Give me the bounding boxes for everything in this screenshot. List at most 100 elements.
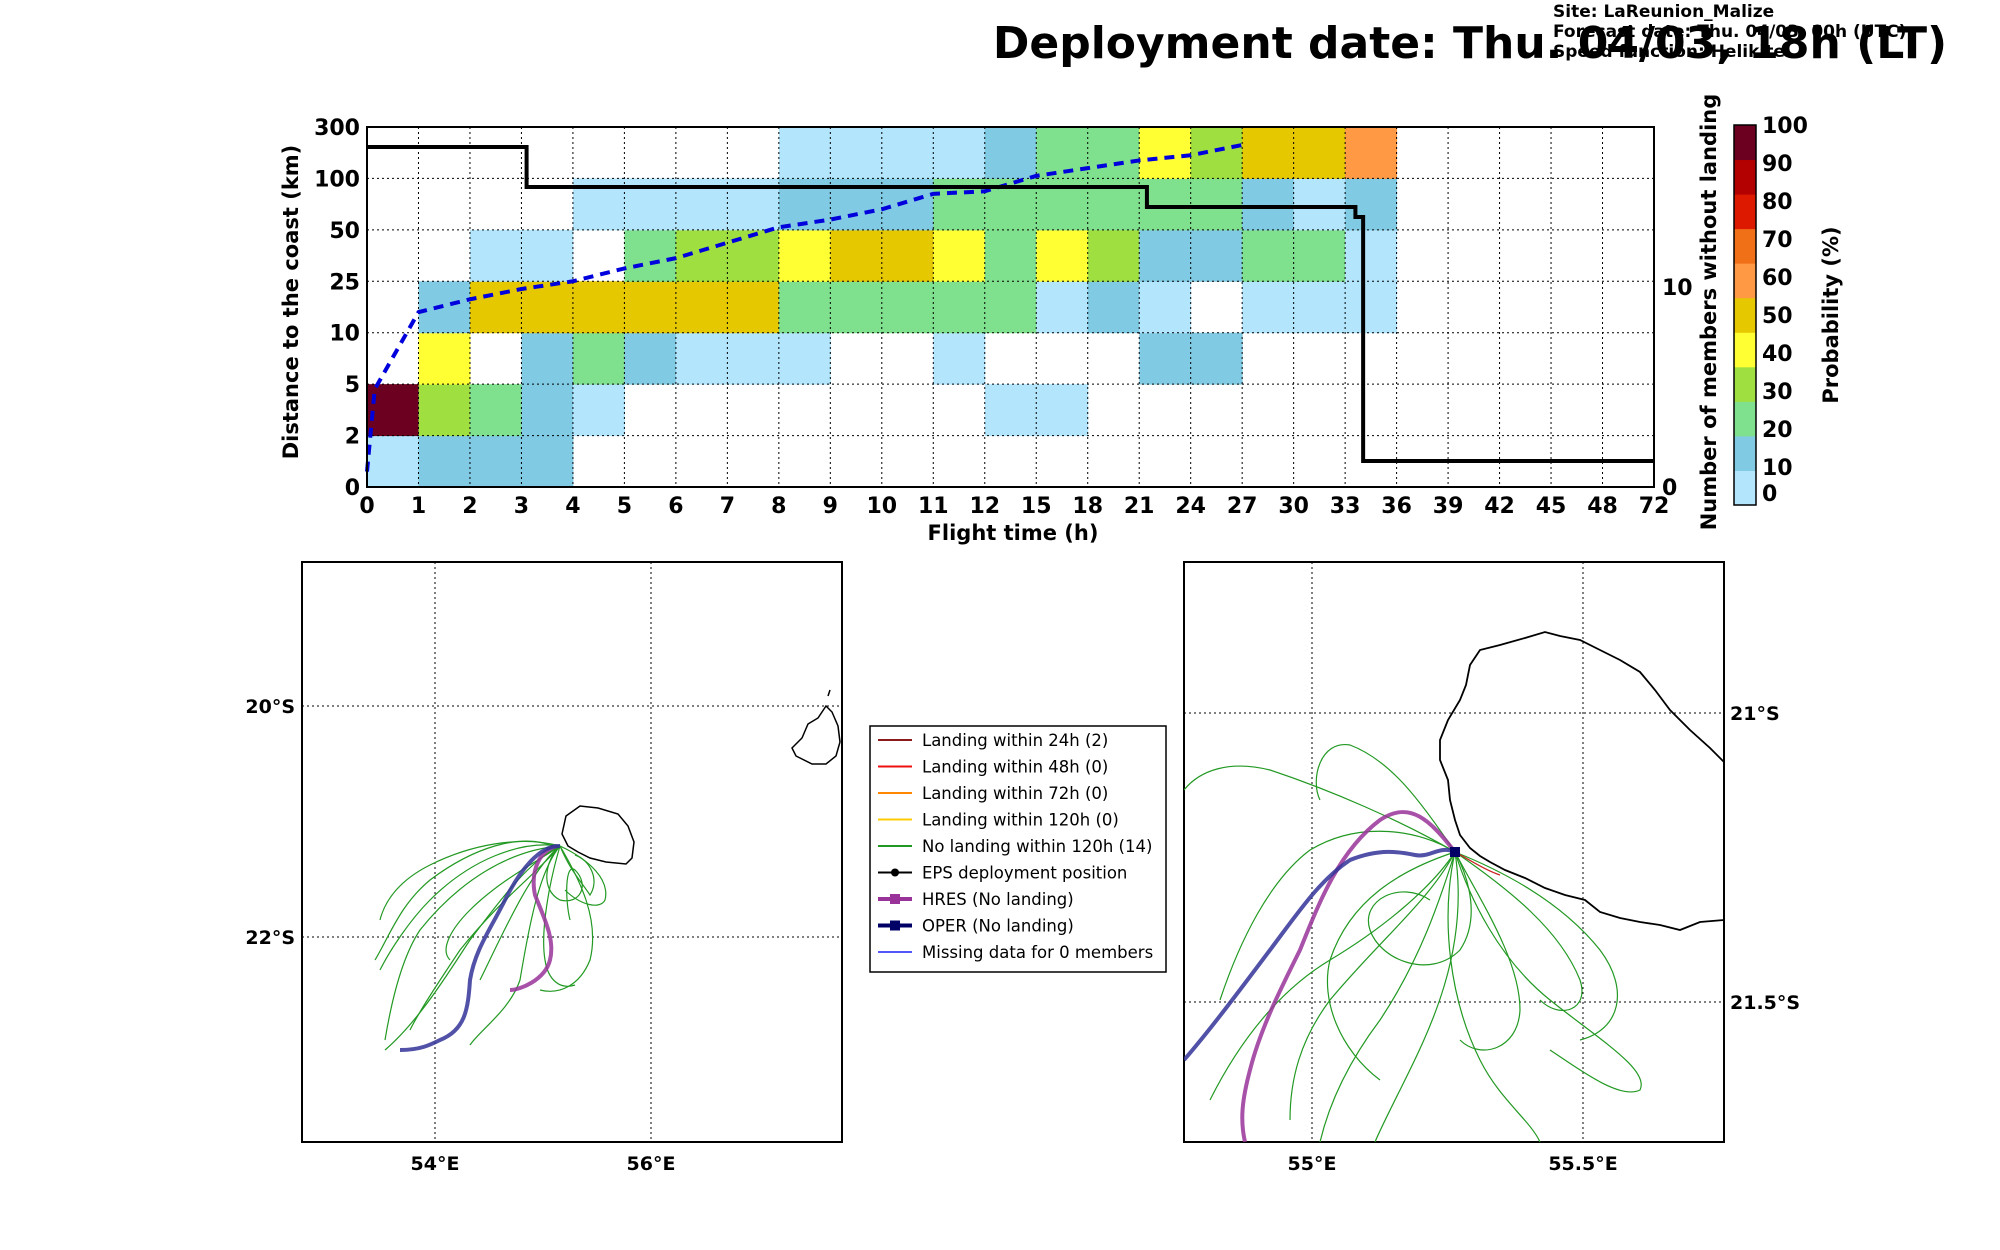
heatmap-cell	[1190, 229, 1243, 282]
map-right-lat-label-1: 21°S	[1730, 703, 1780, 725]
x-tick-label: 72	[1639, 494, 1670, 519]
map-left-lon-label-1: 54°E	[411, 1153, 460, 1175]
heatmap-cell	[469, 435, 522, 488]
ens-track-6	[546, 845, 583, 921]
legend-label: Landing within 72h (0)	[922, 784, 1108, 803]
page-title-text: Deployment date: Thu. 04/03, 18h (LT)	[992, 18, 1948, 69]
ens-track-3	[469, 845, 561, 1046]
forecast-date-text: Forecast date: Thu. 04/03, 00h (UTC)	[1553, 22, 1907, 42]
heatmap-cell	[1139, 332, 1192, 385]
heatmap-cell	[933, 127, 986, 179]
heatmap-cell	[1345, 178, 1398, 231]
heatmap-cell	[521, 281, 574, 334]
heatmap-cell	[469, 229, 522, 282]
x-tick-label: 27	[1227, 494, 1258, 519]
heatmap-cell	[1293, 178, 1346, 231]
heatmap-cell	[1242, 178, 1295, 231]
colorbar-tick-label: 0	[1762, 482, 1777, 507]
colorbar-tick-label: 80	[1762, 190, 1793, 215]
heatmap-cell	[933, 281, 986, 334]
members-without-landing-line	[367, 145, 1654, 463]
map-left-lon-label-2: 56°E	[627, 1153, 676, 1175]
x-tick-label: 21	[1124, 494, 1155, 519]
y-tick-label: 300	[314, 116, 360, 141]
reunion-coastline-zoom	[1439, 631, 1724, 931]
heatmap-cell	[1139, 281, 1192, 334]
legend-label: No landing within 120h (14)	[922, 837, 1152, 856]
colorbar-segment	[1734, 159, 1756, 195]
x-tick-label: 5	[617, 494, 632, 519]
x-tick-label: 9	[823, 494, 838, 519]
ens-zoom-track-14	[1289, 851, 1456, 1121]
x-tick-label: 4	[565, 494, 580, 519]
y2-tick-label: 0	[1662, 476, 1677, 501]
x-tick-label: 8	[771, 494, 786, 519]
map-right-oper-track	[1184, 847, 1456, 1062]
colorbar-segment	[1734, 435, 1756, 471]
heatmap-cell	[418, 332, 471, 385]
map-right-hres-track	[1240, 810, 1457, 1142]
colorbar-segment	[1734, 332, 1756, 368]
info-block: Site: LaReunion_Malize Forecast date: Th…	[1553, 2, 1906, 62]
heatmap-cell	[984, 384, 1037, 437]
heatmap-cell	[521, 229, 574, 282]
map-right: 55°E 55.5°E 21°S 21.5°S	[1183, 561, 1800, 1175]
ens-zoom-track-6	[1367, 851, 1472, 966]
heatmap-cell	[1293, 229, 1346, 282]
ens-zoom-track-12	[1374, 851, 1459, 1142]
heatmap-cell	[1345, 229, 1398, 282]
heatmap-cell	[624, 281, 677, 334]
legend-label: OPER (No landing)	[922, 917, 1074, 936]
x-tick-label: 48	[1587, 494, 1618, 519]
ens-zoom-track-13	[1454, 851, 1583, 1011]
mauritius-coastline	[791, 704, 841, 765]
legend-marker	[891, 868, 899, 877]
speed-function-text: Speed function: Helikite	[1553, 42, 1785, 62]
y-tick-label: 10	[329, 322, 360, 347]
heatmap-cell	[1139, 229, 1192, 282]
x-tick-label: 24	[1175, 494, 1206, 519]
ens-track-7	[379, 844, 561, 971]
y-axis-label: Distance to the coast (km)	[279, 145, 303, 460]
ens-zoom-track-10	[1454, 851, 1521, 1051]
x-tick-label: 45	[1536, 494, 1567, 519]
ens-track-12	[479, 845, 561, 981]
heatmap-cell	[881, 281, 934, 334]
plot-frame	[366, 126, 1655, 488]
heatmap-cell	[727, 332, 780, 385]
x-axis-label: Flight time (h)	[928, 521, 1099, 545]
heatmap-cell	[1345, 127, 1398, 179]
heatmap-cell	[1242, 127, 1295, 179]
y-tick-label: 100	[314, 167, 360, 192]
legend: Landing within 24h (2) Landing within 48h…	[869, 725, 1167, 973]
colorbar: 010 20 30 40 50 60 70 80 90 100	[1733, 114, 1808, 507]
map-left-ensemble-tracks	[374, 840, 607, 1051]
y-tick-label: 50	[329, 219, 360, 244]
heatmap-cell	[1242, 281, 1295, 334]
y2-tick-label: 10	[1662, 276, 1693, 301]
colorbar-segment	[1734, 470, 1756, 506]
y-tick-label: 2	[345, 425, 360, 450]
heatmap-cell	[469, 384, 522, 437]
map-left-lat-label-1: 20°S	[245, 696, 295, 718]
x-tick-label: 42	[1484, 494, 1515, 519]
map-left-lat-label-2: 22°S	[245, 927, 295, 949]
heatmap-cell	[572, 281, 625, 334]
map-right-lat-label-2: 21.5°S	[1730, 992, 1800, 1014]
heatmap-cell	[521, 332, 574, 385]
ens-zoom-track-4	[1454, 851, 1642, 1093]
legend-marker	[890, 920, 900, 931]
heatmap-cell	[469, 281, 522, 334]
x-tick-label: 3	[514, 494, 529, 519]
y-tick-label: 0	[345, 476, 360, 501]
x-tick-label: 36	[1381, 494, 1412, 519]
heatmap-cell	[418, 384, 471, 437]
x-tick-label: 11	[918, 494, 949, 519]
heatmap-cell	[1036, 229, 1089, 282]
legend-label: HRES (No landing)	[922, 890, 1074, 909]
x-tick-label: 12	[969, 494, 1000, 519]
heatmap-cell	[1087, 127, 1140, 179]
heatmap-frame	[366, 126, 1655, 488]
ens-track-13	[559, 845, 595, 897]
ens-zoom-track-9	[1219, 830, 1456, 1001]
